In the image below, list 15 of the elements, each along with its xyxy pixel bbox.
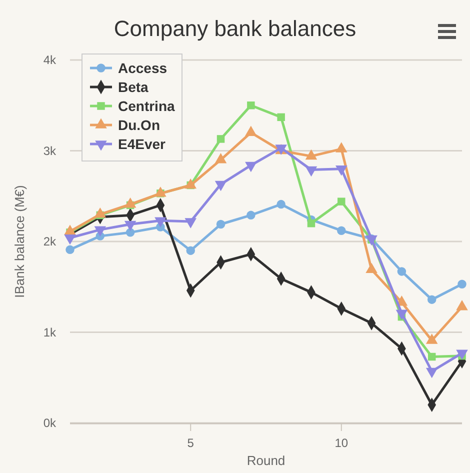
legend-label: Access	[118, 60, 168, 76]
y-tick-label: 0k	[43, 416, 57, 430]
y-axis-title: IBank balance (M€)	[12, 185, 27, 298]
chart-title: Company bank balances	[114, 16, 356, 41]
x-tick-label: 5	[187, 436, 194, 450]
y-tick-label: 2k	[43, 234, 57, 248]
x-axis-title: Round	[246, 453, 286, 468]
legend-label: Du.On	[118, 117, 160, 133]
legend-label: Beta	[118, 79, 149, 95]
x-tick-label: 10	[334, 436, 348, 450]
y-tick-label: 1k	[43, 325, 57, 340]
legend-label: Centrina	[118, 98, 175, 114]
legend-label: E4Ever	[118, 136, 166, 152]
y-tick-label: 4k	[43, 53, 57, 67]
y-tick-label: 3k	[43, 144, 57, 158]
